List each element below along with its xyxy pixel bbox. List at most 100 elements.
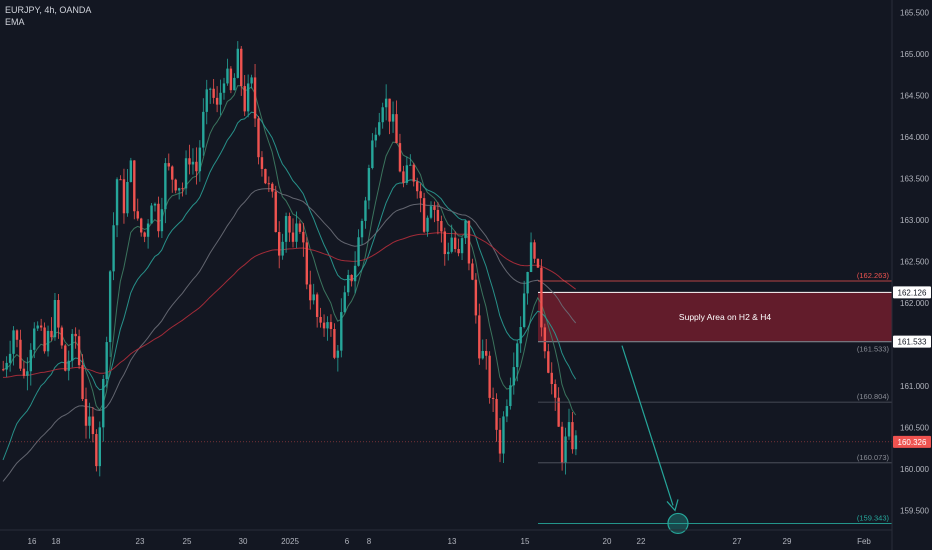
candle-body[interactable]: [77, 336, 81, 366]
y-tick-label[interactable]: 162.000: [900, 299, 929, 308]
candle-body[interactable]: [98, 427, 101, 467]
candle-body[interactable]: [15, 330, 19, 340]
candle-body[interactable]: [33, 328, 36, 350]
candle-body[interactable]: [405, 165, 409, 183]
candle-body[interactable]: [474, 279, 478, 316]
price-tag[interactable]: [893, 435, 931, 448]
candle-body[interactable]: [388, 98, 391, 122]
candle-body[interactable]: [209, 88, 212, 90]
x-tick-label[interactable]: 15: [521, 537, 530, 546]
x-tick-label[interactable]: 18: [52, 537, 61, 546]
candle-body[interactable]: [422, 198, 426, 232]
candle-body[interactable]: [398, 143, 402, 172]
y-tick-label[interactable]: 164.000: [900, 133, 929, 142]
candle-body[interactable]: [567, 422, 571, 437]
candle-body[interactable]: [39, 325, 43, 328]
candle-body[interactable]: [564, 436, 567, 464]
candle-body[interactable]: [243, 86, 246, 112]
candle-body[interactable]: [315, 294, 319, 317]
x-tick-label[interactable]: 29: [783, 537, 792, 546]
candle-body[interactable]: [550, 372, 553, 385]
candle-body[interactable]: [340, 312, 343, 351]
candle-body[interactable]: [395, 114, 398, 144]
candle-body[interactable]: [246, 83, 250, 112]
candle-body[interactable]: [164, 163, 167, 210]
candle-body[interactable]: [43, 327, 46, 352]
candle-body[interactable]: [26, 371, 29, 376]
price-tag[interactable]: [893, 286, 931, 299]
x-tick-label[interactable]: 2025: [281, 537, 299, 546]
candle-body[interactable]: [215, 97, 219, 105]
x-tick-label[interactable]: 16: [28, 537, 37, 546]
candle-body[interactable]: [108, 271, 112, 343]
candle-body[interactable]: [60, 327, 64, 346]
candle-body[interactable]: [560, 426, 564, 464]
candle-body[interactable]: [436, 209, 440, 222]
candle-body[interactable]: [19, 339, 22, 369]
candle-body[interactable]: [71, 333, 74, 361]
candle-body[interactable]: [205, 89, 208, 112]
candle-body[interactable]: [133, 160, 136, 212]
candle-body[interactable]: [440, 221, 443, 232]
candle-body[interactable]: [302, 231, 305, 243]
candle-body[interactable]: [381, 107, 384, 123]
candle-body[interactable]: [74, 333, 77, 337]
candle-body[interactable]: [481, 350, 484, 359]
candle-body[interactable]: [478, 315, 481, 359]
candle-body[interactable]: [409, 164, 412, 166]
candle-body[interactable]: [229, 68, 233, 91]
candle-body[interactable]: [171, 166, 174, 180]
candle-body[interactable]: [202, 111, 205, 148]
candle-body[interactable]: [529, 242, 533, 272]
candle-body[interactable]: [374, 134, 377, 141]
candle-body[interactable]: [353, 265, 357, 282]
candle-body[interactable]: [357, 237, 360, 266]
candle-body[interactable]: [105, 342, 108, 379]
candle-body[interactable]: [136, 211, 139, 219]
candle-body[interactable]: [81, 365, 84, 400]
candle-body[interactable]: [95, 434, 98, 467]
candle-body[interactable]: [305, 242, 308, 285]
y-tick-label[interactable]: 162.500: [900, 257, 929, 266]
supply-zone-rect[interactable]: [538, 292, 892, 342]
candle-body[interactable]: [312, 294, 315, 301]
candle-body[interactable]: [536, 258, 540, 268]
candle-body[interactable]: [574, 435, 578, 450]
candle-body[interactable]: [278, 232, 281, 256]
candle-body[interactable]: [219, 92, 222, 105]
candle-body[interactable]: [91, 416, 95, 435]
candle-body[interactable]: [416, 181, 419, 192]
candle-body[interactable]: [384, 98, 388, 108]
candle-body[interactable]: [53, 299, 57, 338]
x-tick-label[interactable]: 22: [637, 537, 646, 546]
candle-body[interactable]: [260, 157, 264, 169]
candle-body[interactable]: [360, 220, 364, 238]
candle-body[interactable]: [84, 399, 88, 426]
candle-body[interactable]: [336, 350, 340, 358]
candle-body[interactable]: [488, 355, 491, 398]
candle-body[interactable]: [295, 223, 298, 242]
y-tick-label[interactable]: 160.000: [900, 465, 929, 474]
candle-body[interactable]: [533, 242, 536, 259]
candle-body[interactable]: [485, 350, 488, 356]
candle-body[interactable]: [426, 217, 429, 232]
candle-body[interactable]: [188, 158, 191, 165]
candle-body[interactable]: [288, 216, 291, 233]
y-tick-label[interactable]: 163.500: [900, 174, 929, 183]
candle-body[interactable]: [198, 147, 202, 172]
candle-body[interactable]: [522, 293, 526, 328]
candle-body[interactable]: [167, 163, 170, 167]
candle-body[interactable]: [391, 114, 395, 122]
x-tick-label[interactable]: 8: [367, 537, 372, 546]
candle-body[interactable]: [516, 343, 519, 368]
candle-body[interactable]: [571, 422, 574, 450]
candle-body[interactable]: [333, 328, 336, 358]
candle-body[interactable]: [140, 218, 143, 233]
candle-body[interactable]: [5, 362, 8, 370]
x-tick-label[interactable]: 6: [345, 537, 350, 546]
candle-body[interactable]: [329, 322, 333, 329]
candle-body[interactable]: [519, 327, 522, 344]
candle-body[interactable]: [447, 251, 450, 255]
candle-body[interactable]: [195, 161, 198, 172]
y-tick-label[interactable]: 159.500: [900, 506, 929, 515]
